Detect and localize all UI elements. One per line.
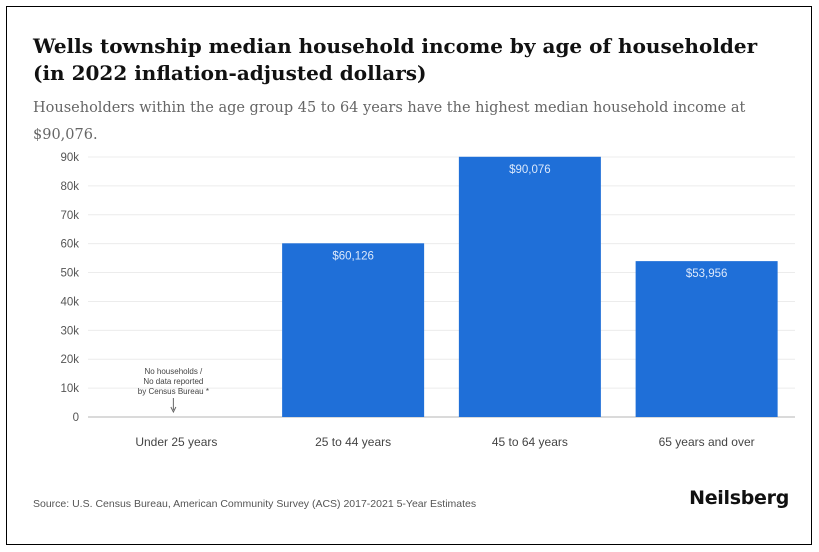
category-label: 45 to 64 years <box>492 435 568 449</box>
data-label: $90,076 <box>509 164 551 176</box>
bar <box>458 156 601 417</box>
chart-title: Wells township median household income b… <box>33 34 758 85</box>
y-tick-label: 40k <box>60 296 79 308</box>
bar <box>635 261 778 417</box>
chart-subtitle: Householders within the age group 45 to … <box>33 100 746 143</box>
data-label: $53,956 <box>686 268 728 280</box>
category-label: Under 25 years <box>135 435 217 449</box>
annotation-text: No households / <box>144 367 203 376</box>
y-tick-label: 20k <box>60 354 79 366</box>
source-note: Source: U.S. Census Bureau, American Com… <box>33 498 477 510</box>
annotation-text: No data reported <box>143 377 203 386</box>
data-label: $60,126 <box>332 250 374 262</box>
annotation-arrow-head <box>170 406 177 414</box>
y-tick-label: 0 <box>73 412 79 424</box>
y-tick-label: 10k <box>60 383 79 395</box>
y-tick-label: 60k <box>60 239 79 251</box>
category-label: 25 to 44 years <box>315 435 391 449</box>
y-tick-label: 80k <box>60 181 79 193</box>
top-margin <box>0 0 819 6</box>
y-tick-label: 30k <box>60 325 79 337</box>
y-tick-label: 90k <box>60 152 79 164</box>
bar <box>282 243 425 417</box>
brand-logo: Neilsberg <box>689 487 789 509</box>
y-tick-label: 70k <box>60 210 79 222</box>
category-label: 65 years and over <box>659 435 755 449</box>
y-tick-label: 50k <box>60 268 79 280</box>
annotation-text: by Census Bureau * <box>138 387 209 396</box>
